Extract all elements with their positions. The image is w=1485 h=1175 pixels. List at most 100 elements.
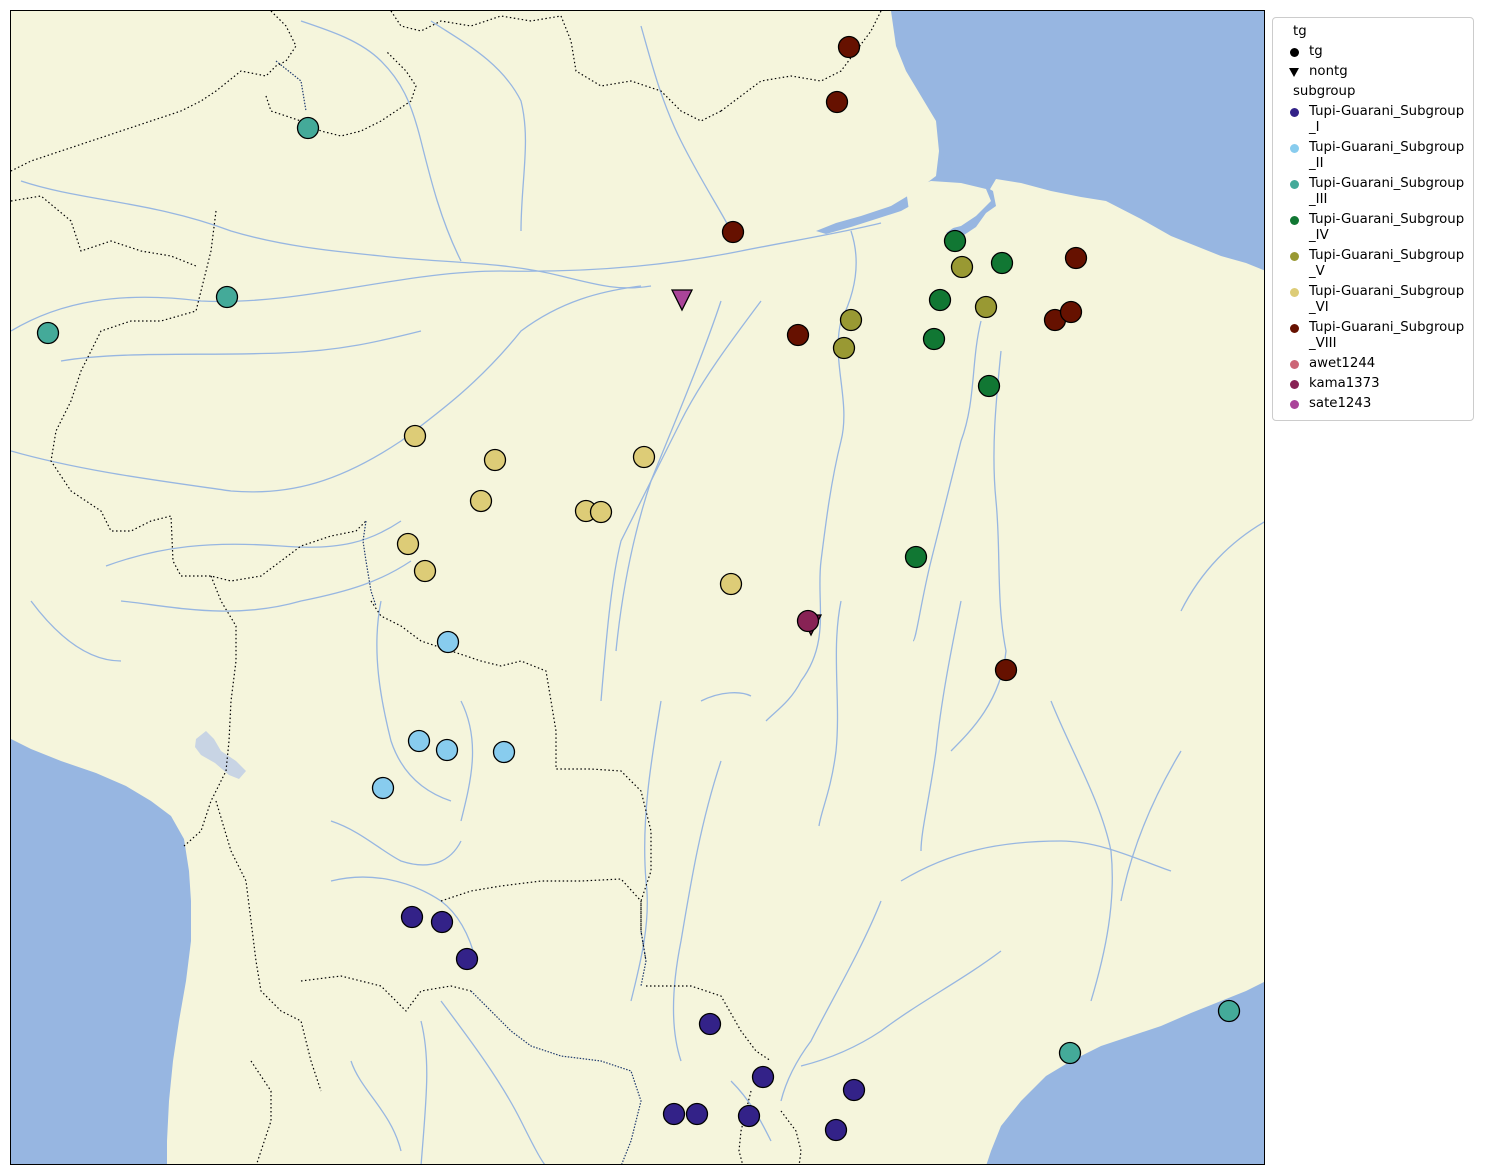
language-point xyxy=(435,738,459,762)
language-point xyxy=(977,374,1001,398)
legend-subgroup-label: kama1373 xyxy=(1309,376,1380,391)
country-borders xyxy=(11,11,882,1164)
language-point xyxy=(698,1012,722,1036)
language-point xyxy=(796,609,820,633)
language-point xyxy=(721,220,745,244)
legend-subgroup-item: Tupi-Guarani_Subgroup_III xyxy=(1279,176,1469,208)
language-point xyxy=(400,905,424,929)
color-swatch-icon xyxy=(1279,248,1309,264)
legend-subgroup-label: Tupi-Guarani_Subgroup_I xyxy=(1309,104,1465,135)
language-point xyxy=(974,295,998,319)
language-point xyxy=(842,1078,866,1102)
pacific-ocean xyxy=(11,739,191,1164)
color-swatch-icon xyxy=(1279,320,1309,336)
language-point xyxy=(296,116,320,140)
language-point xyxy=(839,308,863,332)
map-canvas xyxy=(11,11,1264,1164)
legend-marker-tg: tg xyxy=(1279,44,1469,60)
color-swatch-icon xyxy=(1279,284,1309,300)
language-point xyxy=(430,910,454,934)
legend-marker-header-text: tg xyxy=(1293,24,1307,39)
language-point xyxy=(589,500,613,524)
marajo-island xyxy=(906,181,991,231)
legend-subgroup-label: Tupi-Guarani_Subgroup_VIII xyxy=(1309,320,1465,351)
legend-subgroup-label: Tupi-Guarani_Subgroup_II xyxy=(1309,140,1465,171)
legend-subgroup-label: awet1244 xyxy=(1309,356,1376,371)
language-point xyxy=(662,1102,686,1126)
language-point xyxy=(751,1065,775,1089)
atlantic-ocean-north xyxy=(891,11,1264,271)
legend-marker-label: nontg xyxy=(1309,64,1348,79)
legend-subgroup-label: sate1243 xyxy=(1309,396,1372,411)
language-point xyxy=(994,658,1018,682)
language-points xyxy=(36,35,1241,1142)
language-point xyxy=(436,630,460,654)
color-swatch-icon xyxy=(1279,212,1309,228)
lake-titicaca xyxy=(195,731,246,779)
legend-subgroup-label: Tupi-Guarani_Subgroup_VI xyxy=(1309,284,1465,315)
legend-subgroup-item: Tupi-Guarani_Subgroup_V xyxy=(1279,248,1469,280)
circle-marker-icon xyxy=(1279,44,1309,60)
language-point xyxy=(469,489,493,513)
legend-marker-nontg: nontg xyxy=(1279,64,1469,80)
language-point xyxy=(455,947,479,971)
atlantic-ocean-south xyxy=(986,982,1264,1164)
language-point xyxy=(483,448,507,472)
language-point-nontg xyxy=(670,289,694,312)
map-frame xyxy=(10,10,1265,1165)
legend-subgroup-header: subgroup xyxy=(1279,84,1469,100)
language-point xyxy=(1058,1041,1082,1065)
language-point xyxy=(922,327,946,351)
language-point xyxy=(403,424,427,448)
language-point xyxy=(215,285,239,309)
color-swatch-icon xyxy=(1279,104,1309,120)
legend-subgroup-label: Tupi-Guarani_Subgroup_III xyxy=(1309,176,1465,207)
language-point xyxy=(1217,999,1241,1023)
legend-subgroup-label: Tupi-Guarani_Subgroup_IV xyxy=(1309,212,1465,243)
legend-subgroup-item: sate1243 xyxy=(1279,396,1469,412)
language-point xyxy=(719,572,743,596)
legend-subgroup-item: Tupi-Guarani_Subgroup_I xyxy=(1279,104,1469,136)
language-point xyxy=(492,740,516,764)
language-point xyxy=(407,729,431,753)
color-swatch-icon xyxy=(1279,176,1309,192)
language-point xyxy=(632,445,656,469)
language-point xyxy=(832,336,856,360)
legend-subgroup-header-text: subgroup xyxy=(1293,84,1356,99)
legend-subgroup-item: Tupi-Guarani_Subgroup_VI xyxy=(1279,284,1469,316)
language-point xyxy=(825,90,849,114)
legend-subgroup-item: Tupi-Guarani_Subgroup_II xyxy=(1279,140,1469,172)
language-point xyxy=(837,35,861,59)
language-point xyxy=(371,776,395,800)
language-point xyxy=(413,559,437,583)
language-point xyxy=(1064,246,1088,270)
legend: tg tg nontg subgroup Tupi-Guarani_Subgro… xyxy=(1272,17,1474,421)
color-swatch-icon xyxy=(1279,396,1309,412)
legend-marker-header: tg xyxy=(1279,24,1469,40)
legend-marker-label: tg xyxy=(1309,44,1323,59)
rivers xyxy=(11,20,1264,1164)
language-point xyxy=(904,545,928,569)
language-point xyxy=(943,229,967,253)
legend-subgroup-item: kama1373 xyxy=(1279,376,1469,392)
language-point xyxy=(824,1118,848,1142)
color-swatch-icon xyxy=(1279,140,1309,156)
legend-subgroup-item: Tupi-Guarani_Subgroup_VIII xyxy=(1279,320,1469,352)
language-point xyxy=(786,323,810,347)
legend-subgroup-list: Tupi-Guarani_Subgroup_I Tupi-Guarani_Subg… xyxy=(1279,104,1469,412)
language-point xyxy=(990,251,1014,275)
legend-subgroup-item: awet1244 xyxy=(1279,356,1469,372)
language-point xyxy=(1059,300,1083,324)
color-swatch-icon xyxy=(1279,356,1309,372)
language-point xyxy=(685,1102,709,1126)
legend-subgroup-label: Tupi-Guarani_Subgroup_V xyxy=(1309,248,1465,279)
amazon-estuary xyxy=(816,151,996,237)
language-point xyxy=(950,255,974,279)
language-point xyxy=(928,288,952,312)
color-swatch-icon xyxy=(1279,376,1309,392)
legend-subgroup-item: Tupi-Guarani_Subgroup_IV xyxy=(1279,212,1469,244)
language-point xyxy=(396,532,420,556)
triangle-marker-icon xyxy=(1279,64,1309,80)
language-point xyxy=(737,1104,761,1128)
language-point xyxy=(36,321,60,345)
